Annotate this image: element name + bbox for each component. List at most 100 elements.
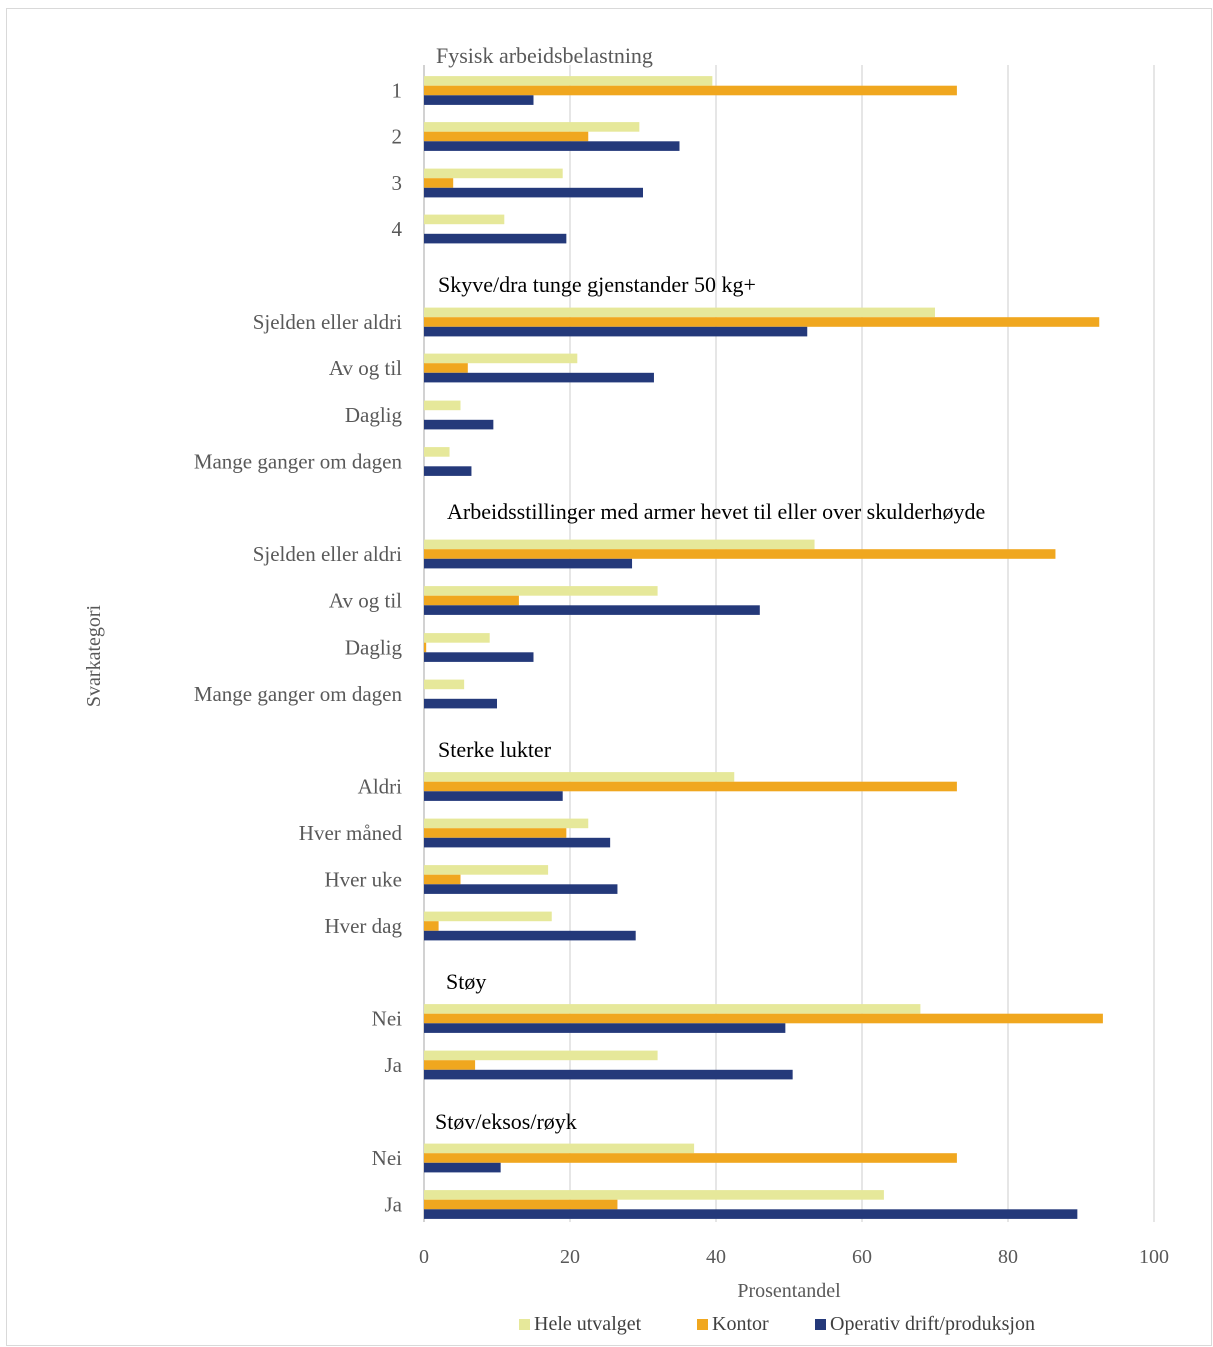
category-label: Nei (372, 1146, 402, 1170)
bar (424, 131, 589, 142)
bars (424, 76, 1103, 1219)
x-axis-title: Prosentandel (737, 1280, 841, 1302)
legend-label: Kontor (712, 1313, 769, 1335)
group-title: Skyve/dra tunge gjenstander 50 kg+ (438, 272, 756, 297)
bar (424, 818, 589, 829)
bar (424, 698, 497, 709)
bar (424, 1162, 501, 1173)
bar (424, 772, 735, 782)
category-label: Hver uke (324, 868, 402, 892)
category-label: 1 (392, 79, 403, 103)
bar (424, 558, 633, 569)
bar (424, 586, 658, 596)
bar (424, 837, 611, 848)
legend-swatch (815, 1319, 826, 1330)
legend: Hele utvalget Kontor Operativ drift/produk… (519, 1313, 1035, 1335)
bar (424, 214, 505, 225)
x-tick-label: 60 (852, 1246, 872, 1268)
group-title: Arbeidsstillinger med armer hevet til el… (447, 499, 985, 524)
bar (424, 539, 815, 550)
bar (424, 307, 935, 318)
category-labels: 1 2 3 4 Sjelden eller aldri Av og til Daglig Ma… (194, 79, 403, 1217)
category-label: Daglig (345, 636, 403, 660)
bar (424, 400, 461, 411)
bar (424, 1050, 658, 1061)
bar (424, 874, 461, 885)
group-titles: Fysisk arbeidsbelastning Skyve/dra tunge … (435, 43, 985, 1134)
x-tick-label: 100 (1139, 1246, 1169, 1268)
legend-swatch (519, 1319, 530, 1330)
bar (424, 1013, 1103, 1024)
x-tick-label: 0 (419, 1246, 429, 1268)
x-tick-label: 80 (998, 1246, 1018, 1268)
category-label: Hver måned (299, 821, 403, 845)
group-title: Støy (446, 969, 486, 994)
bar (424, 1143, 695, 1154)
bar (424, 466, 472, 476)
bar (424, 372, 654, 383)
y-axis-title: Svarkategori (83, 604, 105, 707)
chart-frame (6, 8, 1212, 1346)
bar (424, 911, 552, 922)
category-label: Hver dag (324, 914, 402, 938)
category-label: 2 (392, 125, 403, 149)
category-label: Mange ganger om dagen (194, 450, 403, 474)
bar (424, 187, 643, 198)
category-label: Daglig (345, 403, 403, 427)
category-label: 4 (392, 217, 403, 241)
bar (424, 178, 454, 188)
bar (424, 1209, 1078, 1219)
bar (424, 141, 680, 151)
legend-swatch (697, 1319, 708, 1330)
bar (424, 1190, 884, 1200)
category-label: Av og til (329, 589, 402, 613)
bar (424, 791, 563, 801)
group-title: Støv/eksos/røyk (435, 1109, 577, 1134)
category-label: Av og til (329, 356, 402, 380)
bar (424, 1153, 957, 1163)
bar (424, 168, 563, 179)
legend-label: Hele utvalget (534, 1313, 642, 1335)
bar (424, 363, 468, 373)
legend-label: Operativ drift/produksjon (830, 1313, 1035, 1335)
category-label: Mange ganger om dagen (194, 682, 403, 706)
bar (424, 781, 957, 792)
bar (424, 353, 578, 364)
category-label: 3 (392, 171, 403, 195)
bar (424, 1199, 618, 1210)
bar (424, 633, 490, 643)
group-title: Fysisk arbeidsbelastning (436, 43, 653, 68)
bar (424, 326, 808, 337)
bar (424, 1060, 476, 1070)
bar (424, 642, 427, 653)
category-label: Ja (385, 1193, 403, 1217)
bar (424, 921, 439, 931)
bar (424, 317, 1100, 327)
bar (424, 419, 494, 430)
bar (424, 95, 534, 105)
bar (424, 930, 636, 941)
bar (424, 1023, 786, 1033)
bar (424, 447, 450, 457)
bar (424, 652, 534, 662)
bar (424, 679, 465, 690)
bar (424, 233, 567, 244)
bar (424, 85, 957, 96)
bar (424, 828, 567, 838)
bar (424, 1069, 793, 1080)
bar (424, 122, 640, 132)
category-label: Nei (372, 1007, 402, 1031)
x-tick-label: 40 (706, 1246, 726, 1268)
bar (424, 1004, 921, 1014)
bar (424, 884, 618, 894)
bar (424, 595, 519, 606)
bar (424, 865, 549, 875)
category-label: Sjelden eller aldri (253, 310, 402, 334)
group-title: Sterke lukter (438, 737, 552, 762)
x-tick-label: 20 (560, 1246, 580, 1268)
bar (424, 76, 713, 86)
bar (424, 605, 760, 615)
bar (424, 549, 1056, 559)
x-axis-ticks: 0 20 40 60 80 100 (419, 1246, 1169, 1268)
